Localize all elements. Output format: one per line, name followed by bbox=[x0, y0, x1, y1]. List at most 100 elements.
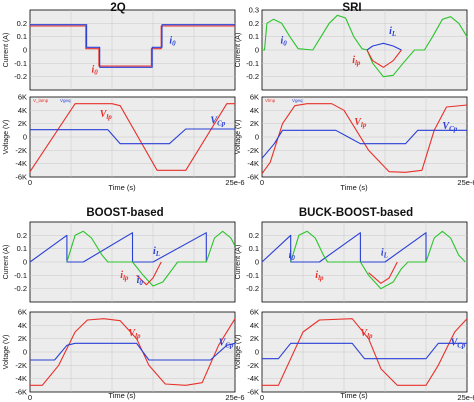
series-line bbox=[368, 261, 398, 284]
series-line bbox=[261, 232, 427, 263]
series-line bbox=[29, 232, 207, 263]
y-tick-label: 0.1 bbox=[249, 32, 259, 41]
y-tick-label: 6K bbox=[250, 308, 259, 317]
y-tick-label: 4K bbox=[250, 321, 259, 330]
y-tick-label: -6K bbox=[247, 173, 259, 182]
series-line bbox=[30, 342, 236, 361]
series-line bbox=[30, 128, 235, 145]
series-annotation: i0 bbox=[289, 250, 296, 262]
y-tick-label: 6K bbox=[18, 308, 27, 317]
y-tick-label: -0.1 bbox=[14, 59, 27, 68]
series-line bbox=[136, 261, 162, 286]
x-tick-label: 25e-6 bbox=[225, 393, 244, 402]
x-axis-label: Time (s) bbox=[108, 183, 136, 192]
y-axis-label: Voltage (V) bbox=[3, 120, 10, 155]
y-tick-label: 4K bbox=[18, 321, 27, 330]
chart-panel-2: 6K 4K 2K 0 -2K -4K -6K Voltage (V) 0 25e-6 Time (s… bbox=[3, 93, 245, 193]
y-tick-label: 0 bbox=[255, 348, 259, 357]
y-tick-label: 0.2 bbox=[249, 231, 259, 240]
x-axis-label: Time (s) bbox=[108, 391, 136, 400]
series-line bbox=[30, 24, 235, 68]
x-axis-label: Time (s) bbox=[340, 391, 368, 400]
series-annotation: iL bbox=[153, 246, 160, 258]
y-tick-label: -6K bbox=[247, 388, 259, 397]
y-tick-label: 0.2 bbox=[249, 19, 259, 28]
legend-entry: Vgeq bbox=[292, 98, 303, 103]
y-tick-label: -6K bbox=[15, 388, 27, 397]
y-axis-label: Current (A) bbox=[3, 33, 10, 68]
chart-panel-6: 6K 4K 2K 0 -2K -4K -6K Voltage (V) 0 25e-6 Time (s… bbox=[3, 308, 245, 402]
series-line bbox=[261, 129, 467, 159]
legend-entry: Vgeq bbox=[60, 98, 71, 103]
x-tick-label: 0 bbox=[28, 178, 32, 187]
y-tick-label: 4K bbox=[250, 106, 259, 115]
y-tick-label: -4K bbox=[247, 374, 259, 383]
y-tick-label: -0.1 bbox=[14, 271, 27, 280]
y-tick-label: -4K bbox=[15, 159, 27, 168]
y-tick-label: 6K bbox=[18, 93, 27, 102]
y-axis-label: Voltage (V) bbox=[3, 335, 10, 370]
chart-panel-8: 6K 4K 2K 0 -2K -4K -6K Voltage (V) 0 25e-6 Time (s… bbox=[235, 308, 474, 402]
series-line bbox=[366, 42, 402, 51]
y-tick-label: 0 bbox=[23, 46, 27, 55]
y-tick-label: 0.1 bbox=[17, 244, 27, 253]
series-line bbox=[262, 318, 468, 386]
y-tick-label: 0 bbox=[255, 258, 259, 267]
series-line bbox=[29, 103, 235, 173]
legend-entry: Vlmp bbox=[265, 98, 276, 103]
series-line bbox=[261, 103, 468, 175]
chart-panel-7: 0.2 0.1 0 -0.1 -0.2 Current (A) BUCK-BOOST-bas… bbox=[235, 207, 468, 303]
x-tick-label: 0 bbox=[260, 178, 264, 187]
series-annotation: ilp bbox=[315, 270, 324, 282]
y-axis-label: Voltage (V) bbox=[235, 120, 242, 155]
series-annotation: iL bbox=[381, 248, 388, 260]
series-line bbox=[30, 25, 235, 67]
series-line bbox=[30, 318, 236, 386]
x-tick-label: 0 bbox=[28, 393, 32, 402]
series-line bbox=[262, 342, 467, 360]
series-line bbox=[290, 230, 466, 290]
x-axis-label: Time (s) bbox=[340, 183, 368, 192]
chart-title: BUCK-BOOST-based bbox=[299, 207, 413, 219]
y-tick-label: 0.3 bbox=[249, 6, 259, 15]
y-tick-label: -4K bbox=[247, 159, 259, 168]
y-tick-label: -0.2 bbox=[246, 72, 259, 81]
y-tick-label: -0.2 bbox=[14, 284, 27, 293]
y-axis-label: Voltage (V) bbox=[235, 335, 242, 370]
series-line bbox=[366, 49, 402, 68]
y-tick-label: -2K bbox=[15, 361, 27, 370]
series-line bbox=[262, 14, 468, 78]
y-tick-label: 2K bbox=[250, 119, 259, 128]
y-tick-label: -2K bbox=[247, 146, 259, 155]
chart-title: BOOST-based bbox=[86, 207, 163, 219]
y-axis-label: Current (A) bbox=[235, 245, 242, 280]
chart-panel-1: 0.2 0.1 0 -0.1 -0.2 Current (A) 2Q i0 i0 bbox=[3, 2, 236, 91]
x-tick-label: 25e-6 bbox=[457, 178, 474, 187]
y-tick-label: -0.1 bbox=[246, 59, 259, 68]
series-annotation: i0 bbox=[280, 36, 287, 48]
series-annotation: i0 bbox=[92, 64, 99, 76]
chart-panel-3: 0.3 0.2 0.1 0 -0.1 -0.2 Current (A) SRI iL i0 ilp bbox=[235, 2, 468, 91]
chart-title: 2Q bbox=[110, 2, 125, 14]
y-tick-label: 2K bbox=[18, 119, 27, 128]
chart-title: SRI bbox=[342, 2, 361, 14]
y-tick-label: -2K bbox=[15, 146, 27, 155]
x-tick-label: 0 bbox=[260, 393, 264, 402]
y-tick-label: 0.1 bbox=[249, 244, 259, 253]
series-annotation: i0 bbox=[169, 36, 176, 48]
y-tick-label: 2K bbox=[18, 334, 27, 343]
y-tick-label: -4K bbox=[15, 374, 27, 383]
y-axis-label: Current (A) bbox=[235, 33, 242, 68]
y-tick-label: 0 bbox=[23, 133, 27, 142]
x-tick-label: 25e-6 bbox=[457, 393, 474, 402]
series-line bbox=[66, 230, 236, 287]
y-tick-label: 0.2 bbox=[17, 19, 27, 28]
y-axis-label: Current (A) bbox=[3, 245, 10, 280]
series-annotation: ilp bbox=[120, 270, 129, 282]
series-annotation: ilp bbox=[352, 55, 361, 67]
y-tick-label: 0 bbox=[255, 46, 259, 55]
series-annotation: i0 bbox=[137, 275, 144, 287]
series-annotation: iL bbox=[389, 26, 396, 38]
y-tick-label: -0.2 bbox=[14, 72, 27, 81]
